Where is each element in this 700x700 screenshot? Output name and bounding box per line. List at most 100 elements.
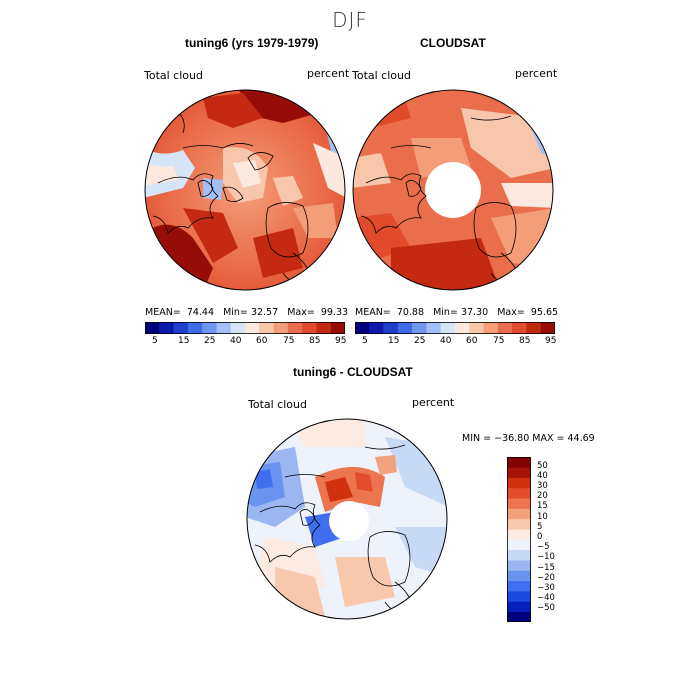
- panel3-var-label: Total cloud: [248, 398, 307, 411]
- tick: 10: [537, 512, 548, 522]
- colorbar-swatch: [507, 539, 531, 551]
- colorbar-swatch: [440, 322, 456, 334]
- tick: 60: [256, 336, 268, 346]
- colorbar-swatch: [507, 508, 531, 520]
- tick: 60: [466, 336, 478, 346]
- colorbar-swatch: [526, 322, 542, 334]
- panel3-polar-map: [246, 418, 448, 620]
- tick: 95: [545, 336, 557, 346]
- panel1-var-label: Total cloud: [144, 69, 203, 82]
- colorbar-swatch: [507, 601, 531, 612]
- colorbar-swatch: [230, 322, 246, 334]
- tick: −20: [537, 573, 555, 583]
- panel2-stats: MEAN= 70.88 Min= 37.30 Max= 95.65: [355, 307, 559, 318]
- colorbar-swatch: [383, 322, 399, 334]
- tick: 40: [230, 336, 242, 346]
- tick: 40: [537, 471, 548, 481]
- panel1-colorbar-ticks: 5 15 25 40 60 75 85 95: [145, 336, 347, 350]
- tick: 95: [335, 336, 347, 346]
- panel3-units: percent: [412, 396, 455, 409]
- colorbar-swatch: [507, 611, 531, 622]
- colorbar-swatch: [507, 549, 531, 561]
- panel3-title: tuning6 - CLOUDSAT: [293, 365, 413, 379]
- tick: 85: [519, 336, 531, 346]
- colorbar-swatch: [187, 322, 203, 334]
- tick: −30: [537, 583, 555, 593]
- tick: −50: [537, 603, 555, 613]
- colorbar-swatch: [507, 467, 531, 478]
- tick: 15: [388, 336, 400, 346]
- panel3-colorbar-ticks: 50 40 30 20 15 10 5 0 −5 −10 −15 −20 −30…: [537, 457, 577, 622]
- panel1-colorbar: [145, 322, 345, 334]
- tick: 0: [537, 532, 543, 542]
- tick: 40: [440, 336, 452, 346]
- tick: −15: [537, 563, 555, 573]
- panel2-colorbar: [355, 322, 555, 334]
- colorbar-swatch: [412, 322, 427, 334]
- colorbar-swatch: [245, 322, 260, 334]
- colorbar-swatch: [540, 322, 555, 334]
- tick: 25: [204, 336, 216, 346]
- colorbar-swatch: [507, 570, 531, 582]
- panel1-title: tuning6 (yrs 1979-1979): [185, 36, 319, 50]
- colorbar-swatch: [159, 322, 174, 334]
- panel2-units: percent: [515, 67, 558, 80]
- page-title: DJF: [332, 8, 368, 32]
- tick: 5: [362, 336, 368, 346]
- panel1-stats: MEAN= 74.44 Min= 32.57 Max= 99.33: [145, 307, 349, 318]
- colorbar-swatch: [507, 477, 531, 489]
- colorbar-swatch: [469, 322, 484, 334]
- panel3-missing-pole: [329, 501, 369, 541]
- tick: −5: [537, 542, 550, 552]
- panel2-var-label: Total cloud: [352, 69, 411, 82]
- colorbar-swatch: [330, 322, 345, 334]
- colorbar-swatch: [202, 322, 217, 334]
- colorbar-swatch: [512, 322, 527, 334]
- tick: 85: [309, 336, 321, 346]
- colorbar-swatch: [507, 580, 531, 592]
- colorbar-swatch: [259, 322, 274, 334]
- colorbar-swatch: [316, 322, 332, 334]
- colorbar-swatch: [145, 322, 160, 334]
- colorbar-swatch: [507, 560, 531, 571]
- tick: 5: [537, 522, 543, 532]
- tick: 15: [178, 336, 190, 346]
- tick: −40: [537, 593, 555, 603]
- colorbar-swatch: [273, 322, 289, 334]
- colorbar-swatch: [507, 529, 531, 540]
- colorbar-swatch: [507, 457, 531, 468]
- colorbar-swatch: [355, 322, 370, 334]
- colorbar-swatch: [507, 591, 531, 602]
- tick: 15: [537, 501, 548, 511]
- tick: 25: [414, 336, 426, 346]
- tick: 75: [283, 336, 295, 346]
- tick: 75: [493, 336, 505, 346]
- colorbar-swatch: [369, 322, 384, 334]
- colorbar-swatch: [287, 322, 303, 334]
- panel1-polar-map: [144, 89, 346, 291]
- panel2-polar-map: [352, 89, 554, 291]
- colorbar-swatch: [483, 322, 499, 334]
- tick: 50: [537, 461, 548, 471]
- colorbar-swatch: [397, 322, 413, 334]
- colorbar-swatch: [497, 322, 513, 334]
- colorbar-swatch: [302, 322, 317, 334]
- colorbar-swatch: [216, 322, 232, 334]
- colorbar-swatch: [507, 518, 531, 530]
- tick: −10: [537, 552, 555, 562]
- panel2-title: CLOUDSAT: [420, 36, 486, 50]
- panel3-minmax: MIN = −36.80 MAX = 44.69: [462, 433, 595, 444]
- panel1-units: percent: [307, 67, 350, 80]
- tick: 5: [152, 336, 158, 346]
- colorbar-swatch: [173, 322, 189, 334]
- colorbar-swatch: [455, 322, 470, 334]
- colorbar-swatch: [426, 322, 442, 334]
- panel3-colorbar: [507, 457, 531, 622]
- tick: 20: [537, 491, 548, 501]
- panel2-high-bottom: [391, 238, 501, 290]
- panel2-missing-pole: [425, 162, 481, 218]
- tick: 30: [537, 481, 548, 491]
- colorbar-swatch: [507, 498, 531, 509]
- panel2-colorbar-ticks: 5 15 25 40 60 75 85 95: [355, 336, 557, 350]
- colorbar-swatch: [507, 487, 531, 499]
